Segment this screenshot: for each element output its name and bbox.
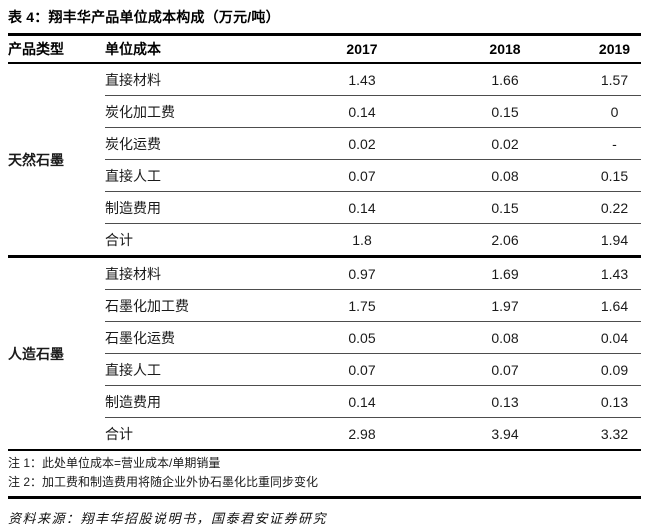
cost-item-label: 直接材料 (105, 256, 302, 290)
cost-value: 1.69 (422, 256, 588, 290)
cost-item-label: 直接人工 (105, 159, 302, 192)
cost-value: 0.14 (302, 191, 422, 224)
cost-value: 0.02 (422, 127, 588, 160)
cost-item-label: 合计 (105, 223, 302, 258)
cost-item-label: 炭化运费 (105, 127, 302, 160)
table-row: 直接人工 0.07 0.08 0.15 (8, 159, 641, 192)
table-notes: 注 1：此处单位成本=营业成本/单期销量 注 2：加工费和制造费用将随企业外协石… (8, 451, 641, 499)
cost-item-label: 制造费用 (105, 191, 302, 224)
column-header-2017: 2017 (302, 34, 422, 64)
source-line: 资料来源：翔丰华招股说明书，国泰君安证券研究 (8, 512, 328, 527)
cost-value: 0.15 (588, 159, 641, 192)
table-title: 表 4：翔丰华产品单位成本构成（万元/吨） (8, 9, 280, 25)
cost-value: 0.14 (302, 95, 422, 128)
column-header-unit-cost: 单位成本 (105, 34, 302, 64)
cost-item-label: 直接人工 (105, 353, 302, 386)
cost-item-label: 直接材料 (105, 63, 302, 96)
cost-value: 0.14 (302, 385, 422, 418)
table-row: 直接人工 0.07 0.07 0.09 (8, 353, 641, 386)
cost-item-label: 制造费用 (105, 385, 302, 418)
cost-value: 0.22 (588, 191, 641, 224)
cost-value: 0.09 (588, 353, 641, 386)
table-row: 石墨化加工费 1.75 1.97 1.64 (8, 289, 641, 322)
cost-value: 0.07 (302, 353, 422, 386)
cost-value: 1.43 (588, 256, 641, 290)
note-1: 注 1：此处单位成本=营业成本/单期销量 (8, 456, 221, 470)
cost-value: 2.98 (302, 417, 422, 451)
table-body: 天然石墨 直接材料 1.43 1.66 1.57 炭化加工费 0.14 0.15 0 炭化运费 0.… (8, 63, 641, 451)
column-header-2018: 2018 (422, 34, 588, 64)
cost-value: - (588, 127, 641, 160)
table-row: 炭化运费 0.02 0.02- (8, 127, 641, 160)
cost-item-label: 炭化加工费 (105, 95, 302, 128)
cost-value: 0.07 (302, 159, 422, 192)
cost-value: 1.8 (302, 223, 422, 258)
cost-value: 0.08 (422, 321, 588, 354)
cost-value: 1.57 (588, 63, 641, 96)
cost-value: 3.32 (588, 417, 641, 451)
cost-item-label: 石墨化运费 (105, 321, 302, 354)
cost-value: 1.66 (422, 63, 588, 96)
column-header-product-type: 产品类型 (8, 34, 105, 64)
table-header: 产品类型 单位成本 2017 2018 2019 (8, 34, 641, 64)
cost-value: 0.13 (588, 385, 641, 418)
cost-value: 0.15 (422, 191, 588, 224)
cost-value: 1.97 (422, 289, 588, 322)
table-row: 石墨化运费 0.05 0.08 0.04 (8, 321, 641, 354)
cost-value: 2.06 (422, 223, 588, 258)
header-row: 产品类型 单位成本 2017 2018 2019 (8, 34, 641, 64)
cost-value: 3.94 (422, 417, 588, 451)
cost-item-label: 石墨化加工费 (105, 289, 302, 322)
cost-value: 0.02 (302, 127, 422, 160)
note-2: 注 2：加工费和制造费用将随企业外协石墨化比重同步变化 (8, 475, 319, 489)
table-row: 合计 2.98 3.94 3.32 (8, 417, 641, 451)
table-row: 制造费用 0.14 0.15 0.22 (8, 191, 641, 224)
cost-value: 0.08 (422, 159, 588, 192)
table-row: 制造费用 0.14 0.13 0.13 (8, 385, 641, 418)
cost-value: 1.64 (588, 289, 641, 322)
product-type-cell: 天然石墨 (8, 63, 105, 258)
cost-item-label: 合计 (105, 417, 302, 451)
cost-value: 0.97 (302, 256, 422, 290)
cost-value: 0.07 (422, 353, 588, 386)
cost-value: 1.94 (588, 223, 641, 258)
table-row: 人造石墨 直接材料 0.97 1.69 1.43 (8, 256, 641, 451)
product-type-cell: 人造石墨 (8, 256, 105, 451)
table-row: 天然石墨 直接材料 1.43 1.66 1.57 (8, 63, 641, 258)
cost-value: 1.75 (302, 289, 422, 322)
cost-value: 0.04 (588, 321, 641, 354)
table-row: 炭化加工费 0.14 0.15 0 (8, 95, 641, 128)
unit-cost-table: 产品类型 单位成本 2017 2018 2019 天然石墨 直接材料 1.43 1.6… (8, 33, 641, 451)
table-row: 合计 1.8 2.06 1.94 (8, 223, 641, 258)
cost-value: 0 (588, 95, 641, 128)
cost-value: 1.43 (302, 63, 422, 96)
column-header-2019: 2019 (588, 34, 641, 64)
cost-value: 0.13 (422, 385, 588, 418)
cost-value: 0.05 (302, 321, 422, 354)
cost-value: 0.15 (422, 95, 588, 128)
